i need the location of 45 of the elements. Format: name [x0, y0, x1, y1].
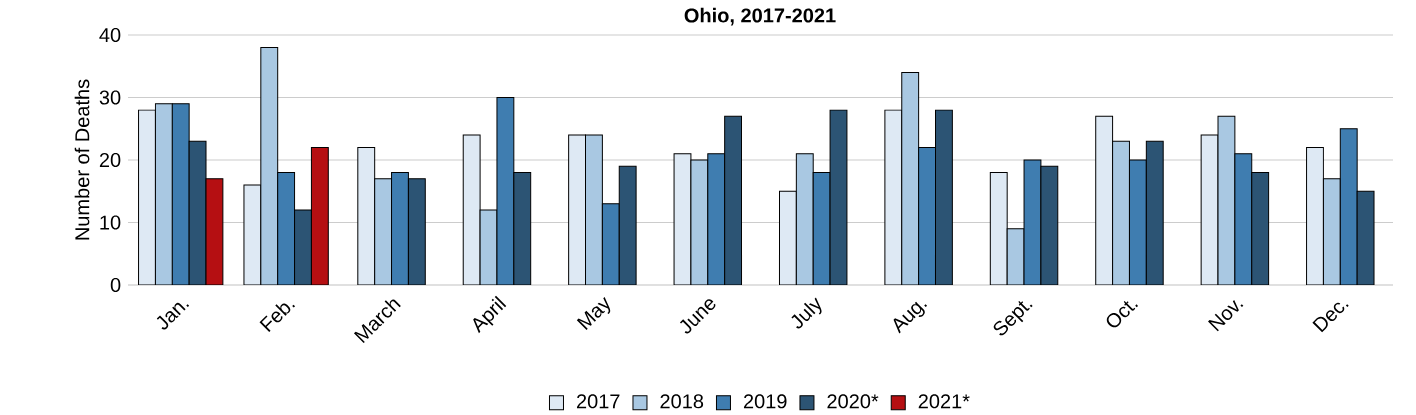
legend-label: 2019 — [743, 394, 787, 409]
bar — [602, 203, 620, 285]
x-tick-label: Feb. — [259, 303, 296, 333]
bar — [724, 116, 742, 285]
bar — [1129, 160, 1147, 285]
y-tick-label: 30 — [99, 90, 121, 105]
bar — [990, 172, 1008, 285]
x-tick-label: Nov. — [1208, 299, 1244, 332]
bar — [391, 172, 409, 285]
y-axis-title: Number of Deaths — [74, 79, 90, 240]
y-tick-label: 40 — [99, 27, 121, 43]
x-tick-label: July — [791, 297, 822, 329]
legend-label: 2021* — [918, 394, 970, 409]
y-tick-label: 10 — [100, 215, 121, 230]
legend-label: 2020* — [827, 394, 879, 409]
bar — [935, 110, 953, 285]
bar — [1251, 172, 1269, 285]
bar — [374, 178, 392, 285]
bar — [1146, 141, 1164, 285]
bar — [918, 147, 936, 285]
bar — [357, 147, 375, 285]
bar — [1112, 141, 1130, 285]
x-tick-label: Aug. — [893, 301, 928, 334]
y-tick-label: 20 — [99, 152, 121, 168]
bar — [779, 191, 797, 285]
legend-label: 2017 — [576, 394, 620, 409]
legend-label: 2018 — [660, 394, 704, 409]
bar — [513, 172, 531, 285]
x-tick-label: Jan. — [156, 302, 190, 330]
bar — [1339, 128, 1358, 285]
x-tick-label: May — [576, 296, 611, 330]
bar — [310, 147, 329, 285]
x-tick-label: Oct. — [1106, 300, 1139, 328]
bar — [901, 72, 919, 285]
chart-title: Ohio, 2017-2021 — [684, 7, 836, 26]
x-tick-label: Dec. — [1312, 302, 1349, 333]
bar — [1306, 147, 1324, 285]
bar — [408, 178, 426, 285]
bar — [568, 135, 586, 285]
bar — [1322, 178, 1341, 285]
bar — [707, 153, 725, 285]
bar — [796, 153, 814, 285]
y-tick-label: 0 — [110, 277, 121, 293]
bar — [1095, 116, 1113, 285]
bar — [585, 135, 603, 285]
